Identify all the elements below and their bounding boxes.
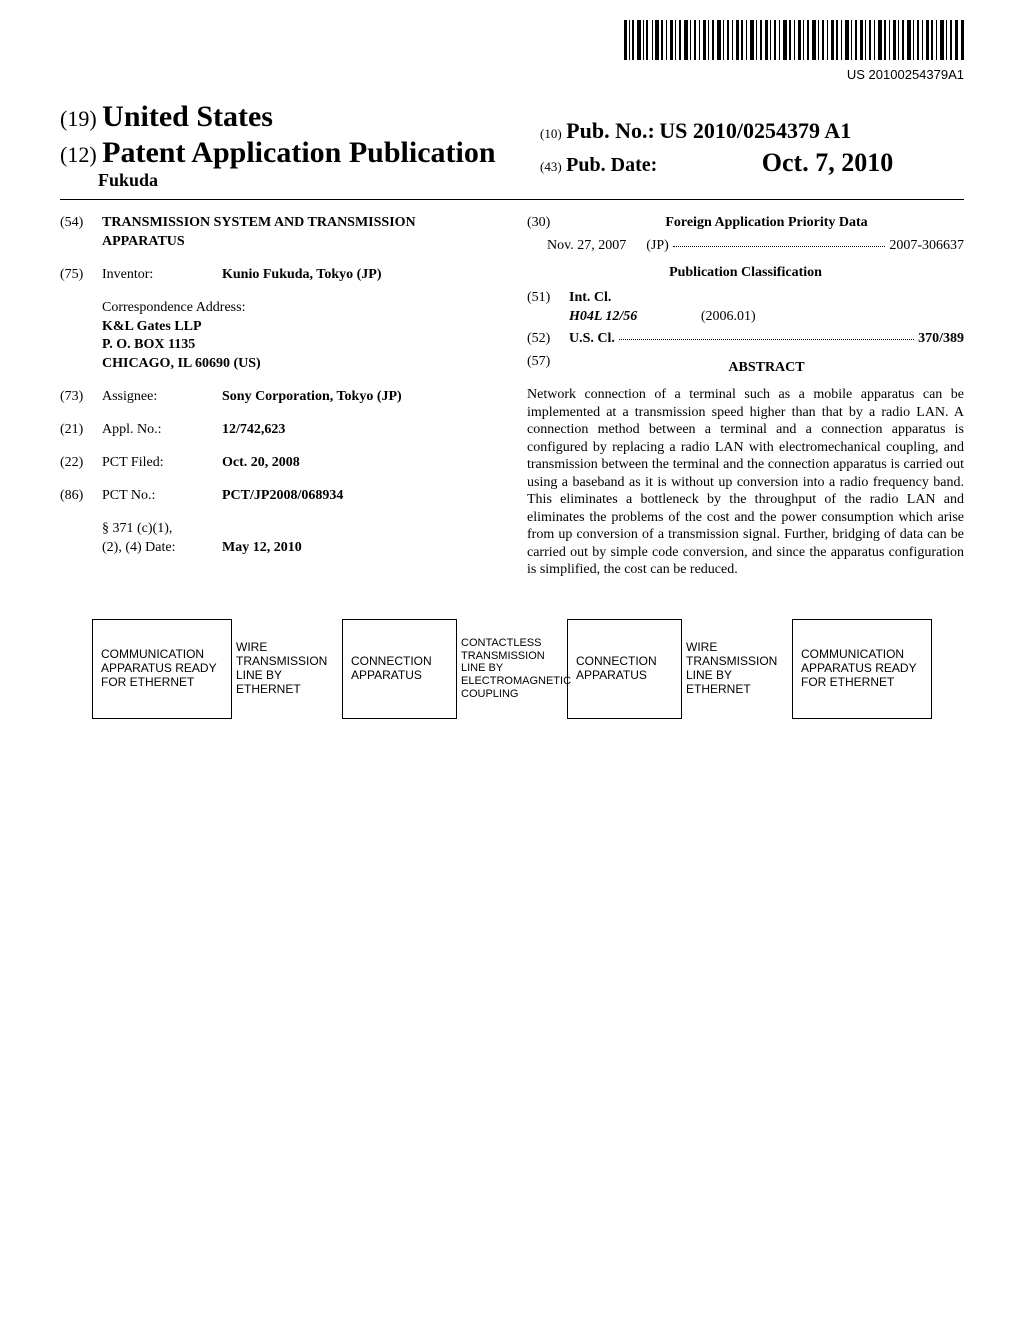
foreign-num: (30): [527, 214, 569, 233]
line12-text: Patent Application Publication: [102, 136, 495, 169]
s371-value-text: May 12, 2010: [222, 539, 302, 558]
header-right: (10) Pub. No.: US 2010/0254379 A1 (43) P…: [540, 118, 893, 178]
assignee-row: (73) Assignee: Sony Corporation, Tokyo (…: [60, 388, 497, 407]
title-row: (54) TRANSMISSION SYSTEM AND TRANSMISSIO…: [60, 214, 497, 252]
corr-l3-text: CHICAGO, IL 60690 (US): [102, 356, 261, 371]
inventor-value-text: Kunio Fukuda, Tokyo (JP): [222, 267, 382, 282]
applno-num: (21): [60, 421, 102, 440]
uscl-row: (52) U.S. Cl. 370/389: [527, 330, 964, 349]
intcl-label: Int. Cl.: [569, 289, 964, 308]
inventor-num: (75): [60, 266, 102, 285]
pub-no-prefix: (10): [540, 126, 562, 141]
body-columns: (54) TRANSMISSION SYSTEM AND TRANSMISSIO…: [60, 214, 964, 579]
foreign-heading: Foreign Application Priority Data: [569, 214, 964, 233]
corr-line2: P. O. BOX 1135: [102, 336, 497, 355]
applno-label: Appl. No.:: [102, 421, 222, 440]
pctno-row: (86) PCT No.: PCT/JP2008/068934: [60, 487, 497, 506]
pub-no-label: Pub. No.:: [566, 118, 655, 143]
uscl-label: U.S. Cl.: [569, 330, 615, 349]
pub-date-line: (43) Pub. Date: Oct. 7, 2010: [540, 148, 893, 178]
s371-label: § 371 (c)(1), (2), (4) Date:: [102, 520, 222, 558]
title-text: TRANSMISSION SYSTEM AND TRANSMISSION APP…: [102, 214, 497, 252]
line19-prefix: (19): [60, 106, 97, 131]
foreign-data-row: Nov. 27, 2007 (JP) 2007-306637: [527, 237, 964, 256]
pctfiled-row: (22) PCT Filed: Oct. 20, 2008: [60, 454, 497, 473]
correspondence-block: Correspondence Address: K&L Gates LLP P.…: [102, 299, 497, 375]
assignee-value-text: Sony Corporation, Tokyo (JP): [222, 389, 402, 404]
abstract-text: Network connection of a terminal such as…: [527, 386, 964, 579]
corr-line3: CHICAGO, IL 60690 (US): [102, 355, 497, 374]
uscl-dots: [619, 330, 914, 340]
uscl-num: (52): [527, 330, 569, 349]
abstract-num: (57): [527, 353, 569, 384]
diagram-box-3: CONTACTLESS TRANSMISSION LINE BY ELECTRO…: [457, 619, 567, 719]
diagram-box-2: CONNECTION APPARATUS: [342, 619, 457, 719]
pub-no-line: (10) Pub. No.: US 2010/0254379 A1: [540, 118, 893, 144]
inventor-label: Inventor:: [102, 266, 222, 285]
s371-row: § 371 (c)(1), (2), (4) Date: May 12, 201…: [60, 520, 497, 558]
abstract-heading-row: (57) ABSTRACT: [527, 353, 964, 384]
corr-line1: K&L Gates LLP: [102, 318, 497, 337]
pubclass-heading: Publication Classification: [527, 264, 964, 283]
pctno-num: (86): [60, 487, 102, 506]
line19-text: United States: [102, 100, 273, 133]
pctno-value: PCT/JP2008/068934: [222, 487, 497, 506]
diagram-box-1: WIRE TRANSMISSION LINE BY ETHERNET: [232, 619, 342, 719]
uscl-value: 370/389: [918, 330, 964, 349]
pub-date-prefix: (43): [540, 159, 562, 174]
foreign-country: (JP): [646, 237, 669, 256]
assignee-value: Sony Corporation, Tokyo (JP): [222, 388, 497, 407]
foreign-heading-row: (30) Foreign Application Priority Data: [527, 214, 964, 233]
assignee-label: Assignee:: [102, 388, 222, 407]
s371-blank: [60, 520, 102, 558]
diagram-box-5: WIRE TRANSMISSION LINE BY ETHERNET: [682, 619, 792, 719]
intcl-num: (51): [527, 289, 569, 308]
pctno-value-text: PCT/JP2008/068934: [222, 488, 343, 503]
block-diagram: COMMUNICATION APPARATUS READY FOR ETHERN…: [60, 619, 964, 719]
foreign-date: Nov. 27, 2007: [547, 237, 626, 256]
inventor-value: Kunio Fukuda, Tokyo (JP): [222, 266, 497, 285]
diagram-box-4: CONNECTION APPARATUS: [567, 619, 682, 719]
applno-row: (21) Appl. No.: 12/742,623: [60, 421, 497, 440]
barcode-number: US 20100254379A1: [624, 67, 964, 82]
intcl-code: H04L 12/56: [569, 309, 637, 324]
pctfiled-value-text: Oct. 20, 2008: [222, 455, 300, 470]
pctfiled-value: Oct. 20, 2008: [222, 454, 497, 473]
uscl-content: U.S. Cl. 370/389: [569, 330, 964, 349]
pctno-label: PCT No.:: [102, 487, 222, 506]
pctfiled-num: (22): [60, 454, 102, 473]
diagram-box-0: COMMUNICATION APPARATUS READY FOR ETHERN…: [92, 619, 232, 719]
barcode-block: US 20100254379A1: [624, 20, 964, 82]
patent-page: US 20100254379A1 (19) United States (12)…: [0, 0, 1024, 749]
foreign-appno: 2007-306637: [889, 237, 964, 256]
foreign-dots: [673, 237, 886, 247]
pub-no-value: US 2010/0254379 A1: [659, 118, 851, 143]
intcl-code-row: H04L 12/56 (2006.01): [569, 308, 964, 327]
title-num: (54): [60, 214, 102, 252]
intcl-label-text: Int. Cl.: [569, 290, 611, 305]
header-rule: [60, 199, 964, 200]
inventor-row: (75) Inventor: Kunio Fukuda, Tokyo (JP): [60, 266, 497, 285]
corr-l2-text: P. O. BOX 1135: [102, 337, 195, 352]
right-column: (30) Foreign Application Priority Data N…: [527, 214, 964, 579]
corr-l1-text: K&L Gates LLP: [102, 319, 202, 334]
left-column: (54) TRANSMISSION SYSTEM AND TRANSMISSIO…: [60, 214, 497, 579]
diagram-box-6: COMMUNICATION APPARATUS READY FOR ETHERN…: [792, 619, 932, 719]
pub-date-label: Pub. Date:: [566, 154, 657, 176]
applno-value-text: 12/742,623: [222, 422, 285, 437]
intcl-row: (51) Int. Cl.: [527, 289, 964, 308]
line12-prefix: (12): [60, 142, 97, 167]
barcode-icon: [624, 20, 964, 60]
pub-date-value: Oct. 7, 2010: [762, 148, 893, 177]
corr-label: Correspondence Address:: [102, 299, 497, 318]
abstract-heading: ABSTRACT: [569, 359, 964, 378]
s371-value: May 12, 2010: [222, 520, 497, 558]
applno-value: 12/742,623: [222, 421, 497, 440]
pctfiled-label: PCT Filed:: [102, 454, 222, 473]
assignee-num: (73): [60, 388, 102, 407]
intcl-year: (2006.01): [701, 309, 756, 324]
